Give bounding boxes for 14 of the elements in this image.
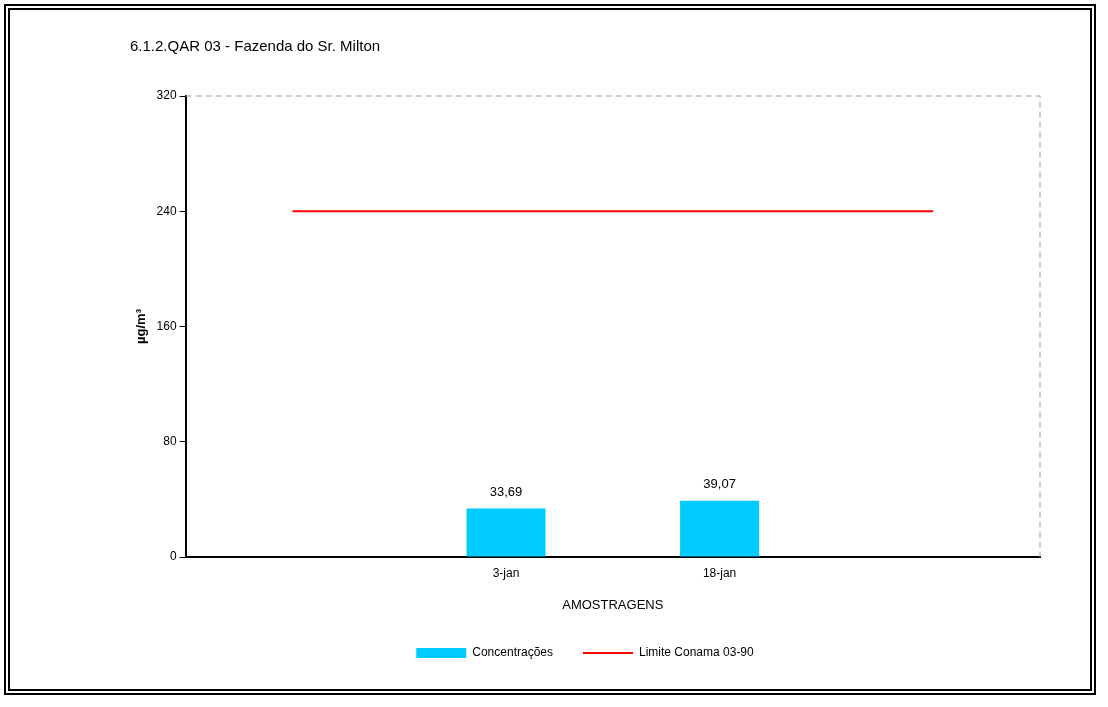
x-tick-label: 18-jan	[702, 565, 737, 580]
chart-title: 6.1.2.QAR 03 - Fazenda do Sr. Milton	[130, 37, 381, 55]
y-tick-label: 160	[156, 318, 177, 333]
y-axis-title: µg/m³	[133, 308, 149, 344]
y-tick-label: 320	[156, 88, 177, 103]
y-tick-label: 0	[169, 549, 177, 564]
data-label: 33,69	[489, 483, 523, 499]
x-axis-title: AMOSTRAGENS	[562, 596, 664, 612]
y-tick-label: 80	[163, 434, 177, 449]
x-tick-label: 3-jan	[492, 565, 520, 580]
data-label: 39,07	[703, 475, 736, 491]
legend-label: Limite Conama 03-90	[638, 645, 755, 660]
y-tick-label: 240	[156, 203, 177, 218]
legend-label: Concentrações	[472, 645, 553, 660]
